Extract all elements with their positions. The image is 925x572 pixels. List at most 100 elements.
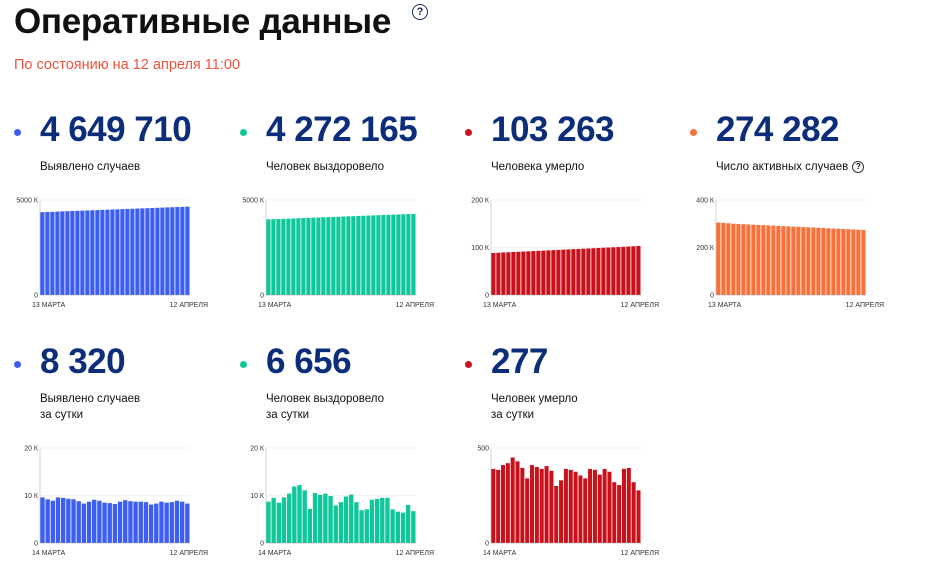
bar[interactable] (40, 212, 45, 295)
bar[interactable] (170, 207, 175, 295)
bar[interactable] (369, 499, 375, 543)
bar[interactable] (636, 245, 641, 295)
bar[interactable] (801, 227, 806, 295)
bar[interactable] (45, 211, 50, 295)
bar[interactable] (596, 247, 601, 295)
bar[interactable] (281, 497, 287, 543)
bar[interactable] (386, 214, 391, 295)
bar[interactable] (185, 206, 190, 295)
bar[interactable] (135, 208, 140, 295)
bar[interactable] (636, 490, 641, 543)
bar[interactable] (541, 250, 546, 295)
bar[interactable] (746, 224, 751, 295)
bar[interactable] (515, 461, 520, 543)
bar[interactable] (510, 457, 515, 544)
bar[interactable] (143, 502, 149, 543)
bar[interactable] (826, 228, 831, 295)
bar[interactable] (60, 497, 66, 543)
bar[interactable] (145, 208, 150, 295)
bar[interactable] (331, 216, 336, 295)
bar[interactable] (169, 502, 174, 543)
bar[interactable] (179, 501, 185, 543)
bar[interactable] (516, 251, 521, 295)
bar[interactable] (366, 215, 371, 295)
bar[interactable] (716, 222, 721, 295)
bar[interactable] (721, 222, 726, 295)
bar[interactable] (155, 207, 160, 295)
bar[interactable] (105, 209, 110, 295)
bar[interactable] (92, 499, 97, 543)
bar[interactable] (90, 210, 95, 295)
bar[interactable] (55, 497, 61, 543)
bar[interactable] (123, 500, 128, 543)
bar[interactable] (606, 247, 611, 296)
bar[interactable] (301, 218, 306, 295)
bar[interactable] (266, 219, 271, 295)
bar[interactable] (846, 229, 851, 295)
bar[interactable] (120, 209, 125, 295)
bar[interactable] (380, 497, 385, 543)
bar[interactable] (86, 501, 92, 543)
bar[interactable] (107, 503, 112, 543)
bar[interactable] (385, 497, 390, 543)
bar[interactable] (70, 211, 75, 295)
bar[interactable] (376, 215, 381, 295)
bar[interactable] (138, 501, 143, 543)
bar[interactable] (351, 216, 356, 295)
bar[interactable] (349, 494, 354, 543)
bar[interactable] (276, 219, 281, 295)
bar[interactable] (371, 215, 376, 295)
bar[interactable] (400, 512, 406, 543)
bar[interactable] (586, 248, 591, 295)
bar[interactable] (592, 469, 597, 543)
bar[interactable] (525, 478, 530, 543)
bar[interactable] (576, 248, 581, 295)
bar[interactable] (396, 214, 401, 295)
bar[interactable] (65, 211, 70, 295)
bar[interactable] (296, 218, 301, 295)
bar[interactable] (66, 498, 71, 543)
bar[interactable] (821, 228, 826, 295)
bar[interactable] (185, 503, 190, 543)
bar[interactable] (80, 210, 85, 295)
bar[interactable] (271, 497, 276, 543)
bar[interactable] (861, 229, 866, 295)
bar[interactable] (549, 470, 554, 543)
bar[interactable] (736, 223, 741, 295)
bar[interactable] (401, 214, 406, 295)
bar[interactable] (631, 246, 636, 295)
bar[interactable] (731, 223, 736, 295)
bar[interactable] (391, 214, 396, 295)
bar[interactable] (148, 504, 154, 543)
bar[interactable] (568, 469, 573, 543)
bar[interactable] (150, 207, 155, 295)
bar[interactable] (771, 225, 776, 295)
bar[interactable] (496, 469, 501, 543)
bar[interactable] (521, 251, 526, 295)
bar[interactable] (500, 465, 506, 543)
bar[interactable] (621, 468, 626, 543)
bar[interactable] (626, 246, 631, 295)
bar[interactable] (321, 217, 326, 295)
bar[interactable] (343, 496, 349, 543)
bar[interactable] (341, 216, 346, 295)
bar[interactable] (581, 248, 586, 295)
bar[interactable] (307, 508, 313, 543)
bar[interactable] (50, 500, 56, 543)
bar[interactable] (411, 511, 416, 543)
bar[interactable] (100, 209, 105, 295)
bar[interactable] (128, 501, 133, 543)
bar[interactable] (791, 226, 796, 295)
bar[interactable] (381, 215, 386, 295)
bar[interactable] (85, 210, 90, 295)
bar[interactable] (316, 217, 321, 295)
bar[interactable] (571, 249, 576, 295)
bar[interactable] (554, 486, 559, 543)
bar[interactable] (336, 216, 341, 295)
bar[interactable] (333, 505, 338, 543)
bar[interactable] (292, 486, 297, 543)
bar[interactable] (411, 213, 416, 295)
bar[interactable] (286, 493, 292, 543)
bar[interactable] (359, 510, 364, 543)
bar[interactable] (323, 493, 328, 543)
